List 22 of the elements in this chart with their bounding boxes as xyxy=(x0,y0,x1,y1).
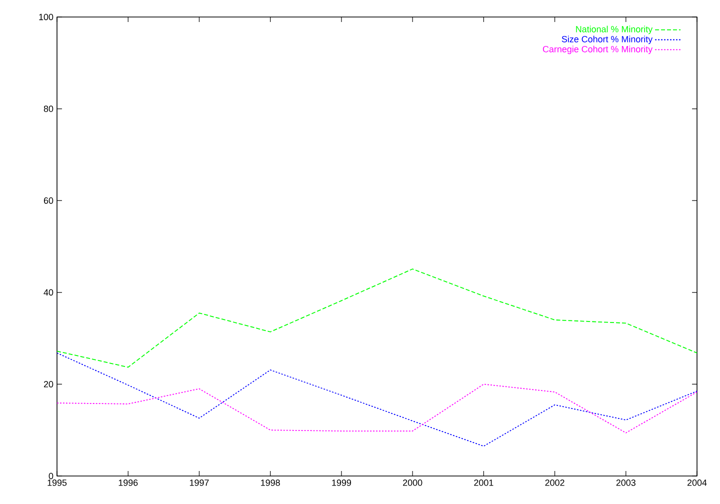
x-tick-label: 2004 xyxy=(687,480,707,486)
y-tick-label: 80 xyxy=(44,106,54,112)
y-tick-label: 60 xyxy=(44,197,54,204)
y-tick-label: 0 xyxy=(48,472,54,480)
x-tick-label: 2003 xyxy=(616,480,636,486)
x-tick-label: 2000 xyxy=(403,480,422,486)
y-tick-label: 20 xyxy=(44,381,54,388)
line-series xyxy=(57,384,698,434)
legend-label: Size Cohort % Minority xyxy=(562,36,653,44)
legend-label: National % Minority xyxy=(576,26,653,34)
x-tick-label: 1997 xyxy=(190,480,209,486)
x-tick-label: 2001 xyxy=(474,480,494,486)
line-series xyxy=(57,268,698,368)
legend-label: Carnegie Cohort % Minority xyxy=(542,46,653,54)
y-tick-label: 40 xyxy=(44,289,54,296)
y-tick-label: 100 xyxy=(39,14,54,20)
x-tick-label: 1996 xyxy=(118,480,138,486)
x-tick-label: 1995 xyxy=(48,480,67,486)
x-tick-label: 2002 xyxy=(545,480,564,486)
x-tick-label: 1999 xyxy=(332,480,351,486)
line-series xyxy=(57,352,698,447)
x-tick-label: 1998 xyxy=(261,480,280,486)
